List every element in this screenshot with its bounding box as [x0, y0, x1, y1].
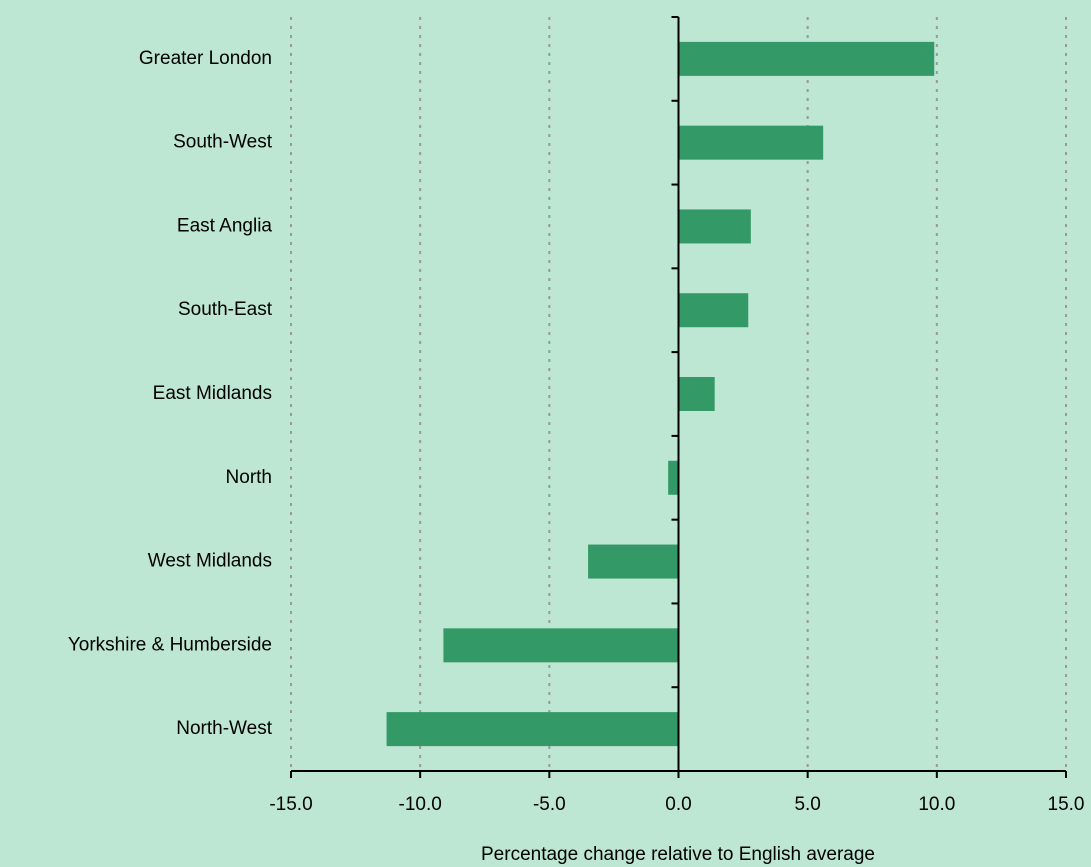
bar [678, 209, 751, 244]
x-tick-label: -15.0 [269, 794, 312, 815]
x-tick-label: -5.0 [533, 794, 566, 815]
bar [588, 544, 679, 579]
y-tick-label: South-West [173, 132, 273, 153]
y-tick-label: East Anglia [177, 215, 272, 236]
y-tick-label: North-West [176, 718, 272, 739]
bar [678, 293, 749, 328]
bar [668, 460, 679, 495]
bar [678, 377, 715, 411]
bar [678, 41, 935, 76]
x-tick-label: 5.0 [794, 794, 820, 815]
x-axis-label: Percentage change relative to English av… [481, 844, 875, 865]
y-tick-label: Greater London [139, 48, 272, 69]
bar [386, 712, 679, 747]
y-tick-label: East Midlands [153, 383, 272, 404]
y-tick-label: South-East [178, 299, 273, 320]
x-tick-label: 10.0 [918, 794, 955, 815]
bar [443, 628, 679, 663]
y-tick-label: Yorkshire & Humberside [68, 634, 272, 655]
y-tick-label: North [226, 467, 272, 488]
x-tick-label: 15.0 [1048, 794, 1085, 815]
x-tick-label: 0.0 [665, 794, 691, 815]
y-tick-label: West Midlands [148, 551, 272, 572]
bar [678, 125, 824, 160]
x-tick-label: -10.0 [399, 794, 442, 815]
